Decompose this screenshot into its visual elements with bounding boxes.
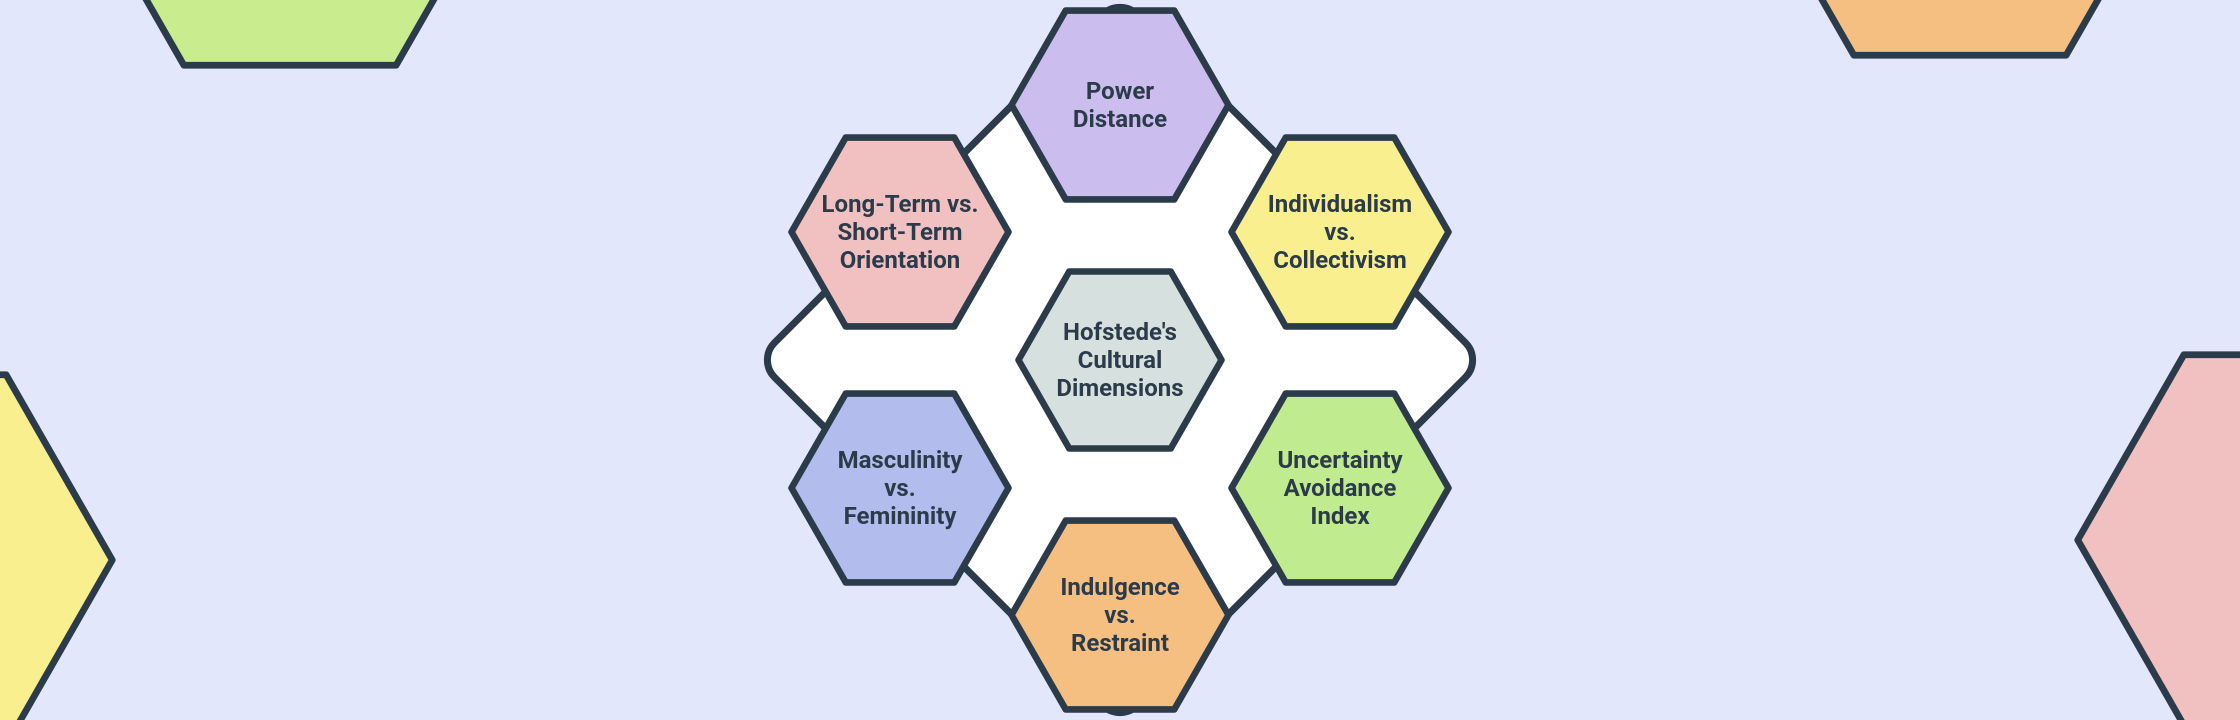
decor-hex-0 bbox=[70, 0, 510, 72]
diagram-stage: Power DistanceIndividualism vs. Collecti… bbox=[0, 0, 2240, 720]
dimension-indulgence-label: Indulgence vs. Restraint bbox=[1004, 514, 1236, 716]
dimension-uncertainty: Uncertainty Avoidance Index bbox=[1224, 387, 1456, 589]
dimension-longterm: Long-Term vs. Short-Term Orientation bbox=[784, 131, 1016, 333]
dimension-masculinity: Masculinity vs. Femininity bbox=[784, 387, 1016, 589]
dimension-masculinity-label: Masculinity vs. Femininity bbox=[784, 387, 1016, 589]
center-hex-label: Hofstede's Cultural Dimensions bbox=[1011, 265, 1229, 455]
dimension-longterm-label: Long-Term vs. Short-Term Orientation bbox=[784, 131, 1016, 333]
dimension-power-distance: Power Distance bbox=[1004, 4, 1236, 206]
dimension-indulgence: Indulgence vs. Restraint bbox=[1004, 514, 1236, 716]
dimension-individualism-label: Individualism vs. Collectivism bbox=[1224, 131, 1456, 333]
decor-hex-1 bbox=[1740, 0, 2180, 62]
decor-hex-2 bbox=[0, 368, 120, 720]
dimension-individualism: Individualism vs. Collectivism bbox=[1224, 131, 1456, 333]
dimension-power-distance-label: Power Distance bbox=[1004, 4, 1236, 206]
dimension-uncertainty-label: Uncertainty Avoidance Index bbox=[1224, 387, 1456, 589]
center-hex: Hofstede's Cultural Dimensions bbox=[1011, 265, 1229, 455]
decor-hex-3 bbox=[2070, 348, 2240, 720]
